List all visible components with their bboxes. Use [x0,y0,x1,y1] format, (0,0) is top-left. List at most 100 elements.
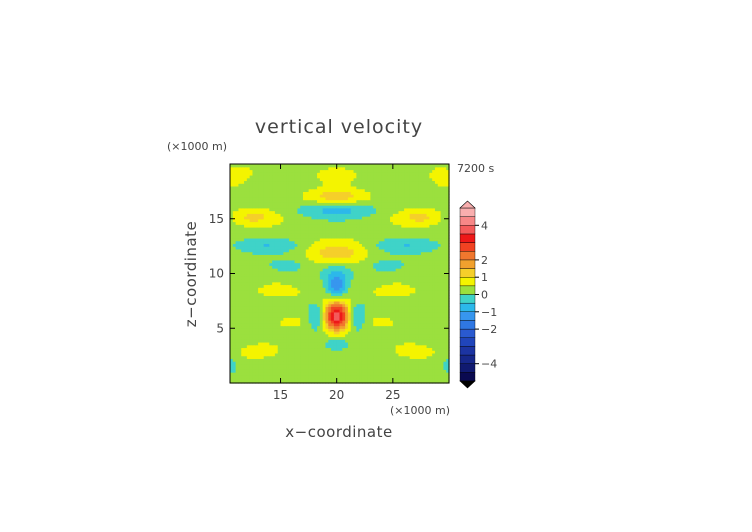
heatmap-cell [255,254,259,258]
heatmap-cell [446,289,450,294]
heatmap-cell [432,207,436,212]
heatmap-cell [387,276,391,280]
heatmap-cell [235,317,240,321]
heatmap-cell [412,369,416,373]
heatmap-cell [297,221,301,225]
heatmap-cell [437,314,442,318]
heatmap-cell [409,311,414,316]
heatmap-cell [367,229,371,234]
heatmap-cell [401,248,405,253]
heatmap-cell [283,287,287,291]
heatmap-cell [291,320,296,324]
heatmap-cell [345,355,349,359]
heatmap-cell [328,341,332,346]
heatmap-cell [359,224,363,228]
heatmap-cell [395,330,400,335]
heatmap-cell [246,325,251,329]
heatmap-cell [356,344,360,349]
heatmap-cell [420,292,425,296]
heatmap-cell [361,251,366,255]
heatmap-cell [291,317,296,321]
heatmap-cell [347,248,352,253]
heatmap-cell [387,341,391,346]
heatmap-cell [336,380,341,384]
heatmap-cell [429,380,433,384]
heatmap-cell [294,314,298,318]
heatmap-cell [241,314,245,318]
heatmap-cell [339,330,343,335]
heatmap-cell [235,306,240,310]
heatmap-cell [297,265,301,269]
heatmap-cell [297,210,301,214]
heatmap-cell [246,358,251,362]
heatmap-cell [252,218,256,223]
heatmap-cell [300,207,304,212]
heatmap-cell [423,213,428,217]
heatmap-cell [353,284,357,288]
heatmap-cell [300,278,304,283]
heatmap-cell [269,295,273,299]
heatmap-cell [373,243,377,247]
heatmap-cell [311,265,315,269]
heatmap-cell [409,320,414,324]
heatmap-cell [401,311,405,316]
heatmap-cell [423,278,428,283]
heatmap-cell [263,273,268,277]
heatmap-cell [241,226,245,231]
heatmap-cell [244,344,248,349]
heatmap-cell [378,224,383,228]
heatmap-cell [432,240,436,244]
heatmap-cell [328,232,332,236]
heatmap-cell [244,265,248,269]
heatmap-cell [317,309,321,313]
heatmap-cell [381,295,386,299]
heatmap-cell [308,341,313,346]
heatmap-cell [274,287,279,291]
heatmap-cell [373,352,377,357]
heatmap-cell [356,295,360,299]
heatmap-cell [263,325,268,329]
heatmap-cell [378,355,383,359]
heatmap-cell [420,317,425,321]
heatmap-cell [437,216,442,220]
heatmap-cell [331,366,335,370]
heatmap-cell [328,306,332,310]
heatmap-cell [235,259,240,264]
heatmap-cell [432,265,436,269]
heatmap-cell [319,243,324,247]
heatmap-cell [356,300,360,305]
heatmap-cell [308,377,313,381]
heatmap-cell [232,374,237,379]
heatmap-cell [263,330,268,335]
heatmap-cell [291,262,296,266]
heatmap-cell [367,344,371,349]
y-unit-label: (×1000 m) [167,140,227,153]
heatmap-cell [311,366,315,370]
heatmap-cell [272,330,276,335]
heatmap-cell [297,240,301,244]
heatmap-cell [404,298,408,302]
heatmap-cell [420,284,425,288]
heatmap-cell [235,257,240,261]
heatmap-cell [409,380,414,384]
heatmap-cell [297,276,301,280]
heatmap-cell [317,207,321,212]
heatmap-cell [288,350,293,354]
heatmap-cell [420,355,425,359]
heatmap-cell [446,273,450,277]
heatmap-cell [387,221,391,225]
heatmap-cell [367,322,371,327]
heatmap-cell [345,341,349,346]
heatmap-cell [317,363,321,368]
heatmap-cell [325,355,329,359]
heatmap-cell [392,303,397,307]
heatmap-cell [230,361,234,365]
heatmap-cell [244,328,248,332]
heatmap-cell [398,248,402,253]
heatmap-cell [241,254,245,258]
heatmap-cell [390,270,394,275]
heatmap-cell [347,306,352,310]
heatmap-cell [361,369,366,373]
heatmap-cell [252,374,256,379]
heatmap-cell [274,298,279,302]
